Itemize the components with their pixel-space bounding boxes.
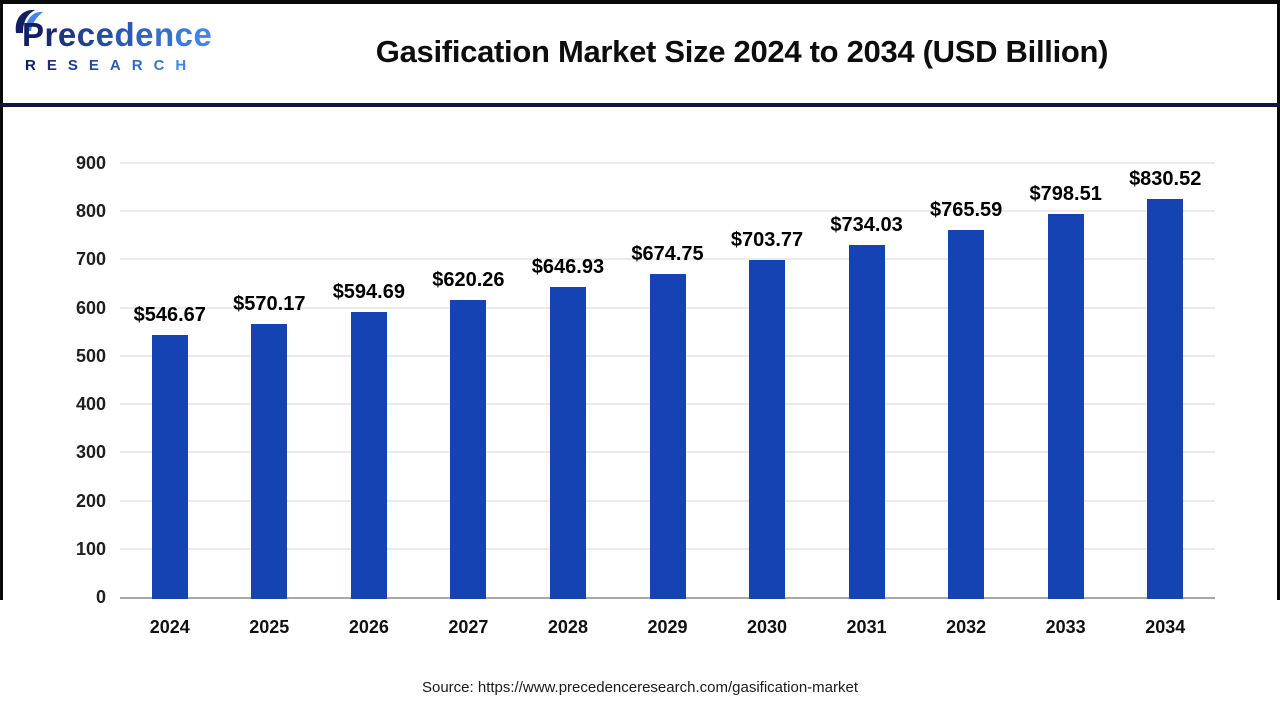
x-axis-label: 2027 <box>448 617 489 637</box>
y-axis-label: 100 <box>75 538 106 559</box>
bar <box>1047 213 1084 599</box>
logo-letter: e <box>57 16 77 53</box>
y-axis-label: 800 <box>75 201 106 222</box>
bar <box>749 259 786 599</box>
bar <box>151 335 188 599</box>
bar-value-label: $646.93 <box>531 256 605 279</box>
x-axis-label: 2032 <box>946 617 987 637</box>
logo-letter: E <box>88 56 110 74</box>
logo-letter: R <box>25 56 47 74</box>
x-axis-label: 2028 <box>547 617 588 637</box>
logo-name: Precedence <box>22 16 282 54</box>
x-axis-label: 2025 <box>249 617 290 637</box>
paper-plane-icon <box>14 7 44 39</box>
bar-value-label: $798.51 <box>1029 182 1102 205</box>
logo-letter: R <box>131 56 154 74</box>
bar <box>549 287 586 599</box>
logo-letter: e <box>193 16 213 53</box>
logo-letter: e <box>135 16 154 53</box>
header-divider <box>0 103 1280 107</box>
gridline <box>120 162 1215 164</box>
logo-letter: d <box>114 16 136 53</box>
logo-subtitle: RESEARCH <box>22 57 282 74</box>
bar-value-label: $734.03 <box>830 214 903 237</box>
bar-value-label: $546.67 <box>133 304 206 327</box>
logo-letter: r <box>44 16 58 53</box>
logo-letter: C <box>153 56 176 74</box>
logo-letter: c <box>174 16 194 53</box>
bar-value-label: $594.69 <box>332 281 405 304</box>
x-axis-label: 2034 <box>1145 617 1186 637</box>
bar-value-label: $765.59 <box>929 198 1003 221</box>
logo-letter: H <box>175 56 198 74</box>
bar <box>649 273 686 599</box>
page-title: Gasification Market Size 2024 to 2034 (U… <box>375 34 1109 69</box>
logo: Precedence RESEARCH <box>15 9 282 74</box>
gridline <box>120 210 1215 213</box>
y-axis-label: 500 <box>75 345 106 366</box>
logo-letter: S <box>67 56 89 74</box>
bar-value-label: $620.26 <box>432 268 505 291</box>
logo-letter: E <box>46 56 68 74</box>
chart-frame <box>0 0 1280 600</box>
y-axis-label: 200 <box>75 490 106 511</box>
logo-letter: n <box>153 16 175 53</box>
x-axis-label: 2033 <box>1045 617 1086 637</box>
x-axis-label: 2024 <box>149 617 190 637</box>
bar-value-label: $570.17 <box>233 293 306 316</box>
logo-letter: A <box>109 56 132 74</box>
y-axis-label: 0 <box>95 587 106 607</box>
gridline <box>120 258 1215 261</box>
bar-value-label: $703.77 <box>730 228 804 251</box>
bar <box>948 229 985 599</box>
logo-letter: c <box>76 16 96 53</box>
x-axis-label: 2030 <box>747 617 788 637</box>
y-axis-label: 900 <box>75 153 106 173</box>
bar <box>251 324 288 599</box>
source-text: Source: https://www.precedenceresearch.c… <box>421 679 859 696</box>
logo-letter: P <box>22 16 45 53</box>
bar <box>848 245 885 599</box>
bar <box>450 299 487 599</box>
x-axis-label: 2029 <box>647 617 688 637</box>
y-axis-label: 400 <box>75 394 106 415</box>
bar-value-label: $674.75 <box>631 242 704 265</box>
bar <box>1147 198 1184 599</box>
x-axis-label: 2026 <box>348 617 389 637</box>
bar <box>350 312 387 599</box>
y-axis-label: 700 <box>75 249 106 270</box>
x-axis-label: 2031 <box>846 617 887 637</box>
y-axis-label: 600 <box>75 297 106 318</box>
bar-value-label: $830.52 <box>1129 167 1202 190</box>
logo-letter: e <box>95 16 115 53</box>
y-axis-label: 300 <box>75 442 106 463</box>
